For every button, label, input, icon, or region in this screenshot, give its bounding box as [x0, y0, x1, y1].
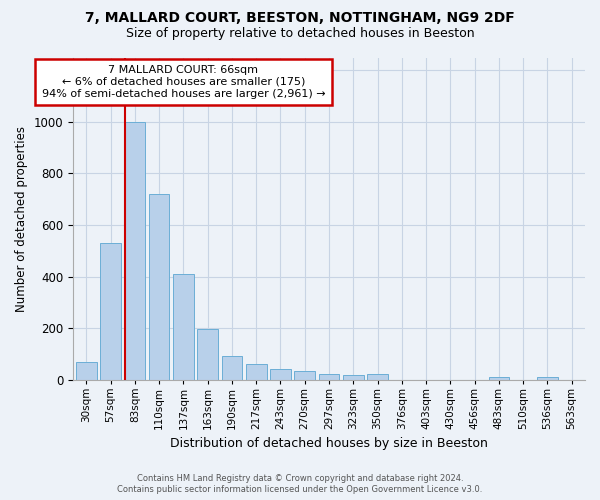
Bar — [295, 372, 315, 380]
Bar — [125, 122, 145, 380]
Bar — [343, 375, 364, 380]
X-axis label: Distribution of detached houses by size in Beeston: Distribution of detached houses by size … — [170, 437, 488, 450]
Y-axis label: Number of detached properties: Number of detached properties — [15, 126, 28, 312]
Bar — [488, 376, 509, 380]
Bar — [270, 369, 291, 380]
Bar — [149, 194, 169, 380]
Bar — [100, 243, 121, 380]
Text: 7, MALLARD COURT, BEESTON, NOTTINGHAM, NG9 2DF: 7, MALLARD COURT, BEESTON, NOTTINGHAM, N… — [85, 11, 515, 25]
Bar — [537, 377, 558, 380]
Bar — [76, 362, 97, 380]
Bar — [221, 356, 242, 380]
Text: 7 MALLARD COURT: 66sqm
← 6% of detached houses are smaller (175)
94% of semi-det: 7 MALLARD COURT: 66sqm ← 6% of detached … — [41, 66, 325, 98]
Bar — [367, 374, 388, 380]
Bar — [246, 364, 266, 380]
Text: Size of property relative to detached houses in Beeston: Size of property relative to detached ho… — [125, 28, 475, 40]
Text: Contains HM Land Registry data © Crown copyright and database right 2024.
Contai: Contains HM Land Registry data © Crown c… — [118, 474, 482, 494]
Bar — [319, 374, 340, 380]
Bar — [173, 274, 194, 380]
Bar — [197, 329, 218, 380]
